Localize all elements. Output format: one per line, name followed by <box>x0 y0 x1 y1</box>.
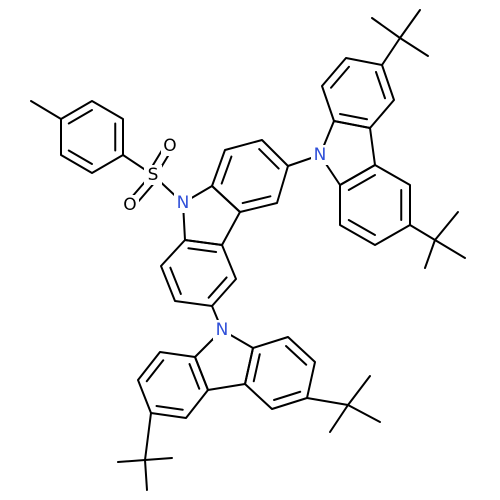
bonds <box>30 9 466 491</box>
atom-label: S <box>148 165 159 185</box>
atom-label: N <box>177 193 190 213</box>
atom-label: N <box>314 145 327 165</box>
atom-labels: N N N S O O <box>121 136 329 340</box>
atom-label: O <box>123 195 136 215</box>
atom-label: O <box>163 136 176 156</box>
atom-label: N <box>216 320 229 340</box>
